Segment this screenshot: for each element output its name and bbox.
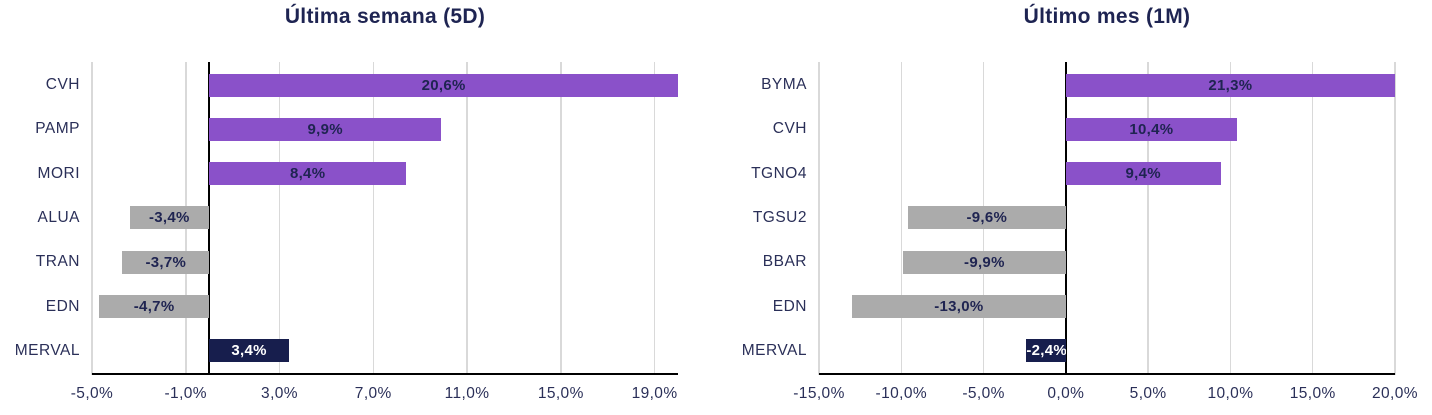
x-gridline bbox=[278, 62, 281, 375]
x-axis-line bbox=[92, 372, 678, 375]
x-gridline bbox=[900, 62, 903, 375]
bar-tgsu2: -9,6% bbox=[907, 206, 1066, 230]
zero-line bbox=[1064, 62, 1067, 375]
x-gridline bbox=[1394, 62, 1396, 375]
x-gridline bbox=[653, 62, 656, 375]
x-tick-label: -1,0% bbox=[164, 385, 207, 402]
category-label: TGNO4 bbox=[751, 164, 807, 182]
bar-alua: -3,4% bbox=[129, 206, 210, 230]
bar-value-label: -3,7% bbox=[145, 253, 187, 271]
x-tick-label: -10,0% bbox=[875, 385, 928, 402]
category-label: TGSU2 bbox=[752, 208, 807, 226]
category-label: BBAR bbox=[762, 253, 807, 271]
x-tick-label: 5,0% bbox=[1129, 385, 1167, 402]
chart-title: Último mes (1M) bbox=[1023, 5, 1191, 28]
zero-line bbox=[208, 62, 211, 375]
x-tick-label: -15,0% bbox=[793, 385, 845, 402]
bar-merval: 3,4% bbox=[209, 339, 289, 363]
bar-value-label: -4,7% bbox=[133, 298, 175, 316]
plot-area: 20,6% 9,9% 8,4% -3,4% -3,7% -4,7% 3,4% bbox=[91, 62, 678, 375]
bar-value-label: 9,9% bbox=[307, 120, 343, 138]
x-gridline bbox=[818, 62, 820, 375]
x-gridline bbox=[1311, 62, 1314, 375]
bar-value-label: -3,4% bbox=[149, 209, 190, 227]
bar-value-label: 10,4% bbox=[1129, 120, 1174, 138]
x-tick-label: 3,0% bbox=[261, 385, 298, 402]
bar-cvh: 20,6% bbox=[209, 73, 678, 97]
x-gridline bbox=[560, 62, 562, 375]
x-tick-label: 20,0% bbox=[1372, 385, 1418, 402]
x-tick-label: 7,0% bbox=[354, 385, 392, 402]
bar-cvh: 10,4% bbox=[1065, 117, 1237, 141]
x-tick-label: 15,0% bbox=[537, 385, 584, 402]
x-axis-line bbox=[819, 372, 1395, 375]
bar-value-label: -9,9% bbox=[964, 253, 1005, 271]
x-gridline bbox=[1147, 62, 1149, 375]
category-label: MORI bbox=[37, 164, 80, 182]
chart-panel-last-month-1m: Último mes (1M) 21,3% 10,4% 9,4% -9,6% -9,9%… bbox=[716, 0, 1432, 415]
category-label: CVH bbox=[772, 120, 807, 138]
category-label: BYMA bbox=[761, 76, 807, 93]
bar-mori: 8,4% bbox=[209, 162, 407, 186]
x-gridline bbox=[1229, 62, 1232, 375]
category-label: TRAN bbox=[35, 253, 80, 271]
x-gridline bbox=[466, 62, 468, 375]
bar-byma: 21,3% bbox=[1065, 73, 1395, 97]
bar-tgno4: 9,4% bbox=[1065, 162, 1221, 186]
bar-tran: -3,7% bbox=[122, 250, 210, 274]
x-tick-label: 19,0% bbox=[631, 385, 678, 402]
bar-value-label: 9,4% bbox=[1125, 165, 1161, 183]
x-tick-label: 0,0% bbox=[1047, 385, 1085, 402]
category-label: EDN bbox=[772, 297, 807, 315]
bar-edn: -13,0% bbox=[851, 295, 1066, 319]
bar-value-label: -9,6% bbox=[966, 209, 1008, 227]
chart-title: Última semana (5D) bbox=[284, 5, 486, 28]
category-label: PAMP bbox=[35, 120, 80, 138]
x-gridline bbox=[372, 62, 375, 375]
category-label: ALUA bbox=[37, 208, 80, 226]
category-label: EDN bbox=[45, 297, 80, 315]
bar-edn: -4,7% bbox=[99, 295, 210, 319]
plot-area: 21,3% 10,4% 9,4% -9,6% -9,9% -13,0% -2,4% bbox=[818, 62, 1396, 375]
chart-panel-last-week-5d: Última semana (5D) 20,6% 9,9% 8,4% -3,4% -3,… bbox=[14, 5, 678, 402]
bar-value-label: 20,6% bbox=[421, 76, 466, 94]
x-gridline bbox=[91, 62, 93, 375]
x-tick-label: -5,0% bbox=[70, 385, 114, 402]
bar-value-label: -13,0% bbox=[934, 298, 984, 316]
bar-pamp: 9,9% bbox=[209, 117, 442, 141]
bar-merval: -2,4% bbox=[1026, 339, 1066, 363]
x-tick-label: 15,0% bbox=[1289, 385, 1336, 402]
bar-bbar: -9,9% bbox=[902, 250, 1066, 274]
bar-value-label: 3,4% bbox=[231, 342, 267, 360]
bar-value-label: -2,4% bbox=[1026, 342, 1066, 360]
x-tick-label: 11,0% bbox=[444, 385, 490, 402]
category-label: MERVAL bbox=[741, 341, 807, 359]
bar-value-label: 21,3% bbox=[1208, 76, 1253, 94]
bar-value-label: 8,4% bbox=[289, 165, 326, 183]
category-label: MERVAL bbox=[14, 341, 80, 359]
category-label: CVH bbox=[45, 76, 80, 93]
x-tick-label: -5,0% bbox=[962, 385, 1005, 402]
x-tick-label: 10,0% bbox=[1207, 385, 1254, 402]
